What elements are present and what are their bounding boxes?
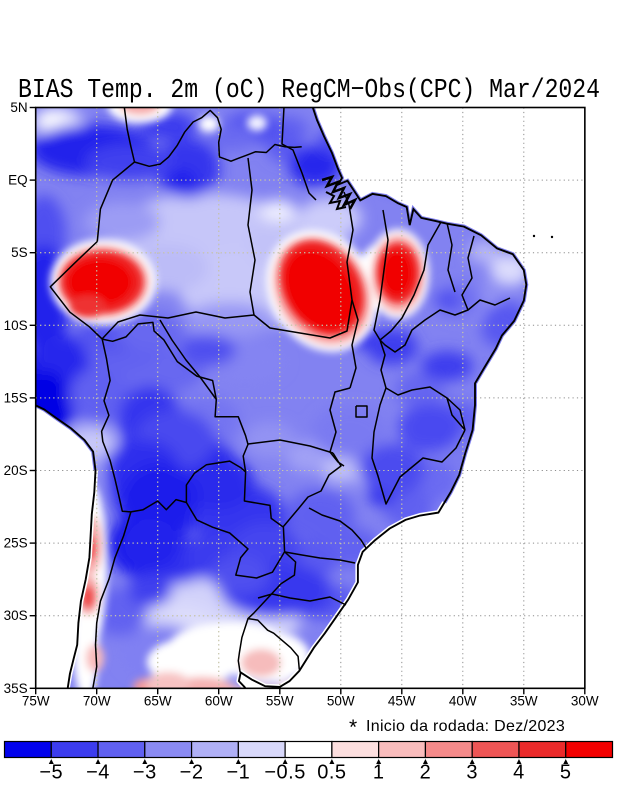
svg-text:45W: 45W — [388, 693, 416, 708]
svg-text:Inicio da rodada: Dez/2023: Inicio da rodada: Dez/2023 — [366, 718, 565, 735]
svg-text:55W: 55W — [266, 693, 294, 708]
svg-text:35S: 35S — [4, 681, 28, 696]
svg-text:−3: −3 — [133, 762, 157, 784]
svg-text:20S: 20S — [4, 463, 28, 478]
svg-text:EQ: EQ — [8, 173, 28, 188]
svg-text:−4: −4 — [86, 762, 110, 784]
svg-text:35W: 35W — [510, 693, 538, 708]
svg-text:75W: 75W — [22, 693, 50, 708]
svg-text:2: 2 — [420, 762, 432, 784]
svg-text:5S: 5S — [11, 245, 28, 260]
svg-text:BIAS Temp. 2m (oC) RegCM−Obs(C: BIAS Temp. 2m (oC) RegCM−Obs(CPC) Mar/20… — [18, 76, 600, 106]
svg-text:1: 1 — [373, 762, 385, 784]
svg-text:65W: 65W — [144, 693, 172, 708]
svg-text:30S: 30S — [4, 608, 28, 623]
svg-text:25S: 25S — [4, 536, 28, 551]
svg-text:4: 4 — [513, 762, 525, 784]
svg-text:5N: 5N — [10, 100, 27, 115]
svg-text:−5: −5 — [39, 762, 63, 784]
svg-text:60W: 60W — [205, 693, 233, 708]
svg-text:40W: 40W — [449, 693, 477, 708]
svg-text:15S: 15S — [4, 390, 28, 405]
svg-text:50W: 50W — [327, 693, 355, 708]
svg-text:0.5: 0.5 — [317, 762, 346, 784]
svg-text:−0.5: −0.5 — [264, 762, 305, 784]
svg-text:*: * — [349, 716, 357, 739]
svg-text:−1: −1 — [226, 762, 250, 784]
svg-text:30W: 30W — [571, 693, 599, 708]
svg-text:−2: −2 — [180, 762, 204, 784]
svg-text:10S: 10S — [4, 318, 28, 333]
svg-text:5: 5 — [560, 762, 572, 784]
svg-text:70W: 70W — [83, 693, 111, 708]
svg-text:3: 3 — [466, 762, 478, 784]
